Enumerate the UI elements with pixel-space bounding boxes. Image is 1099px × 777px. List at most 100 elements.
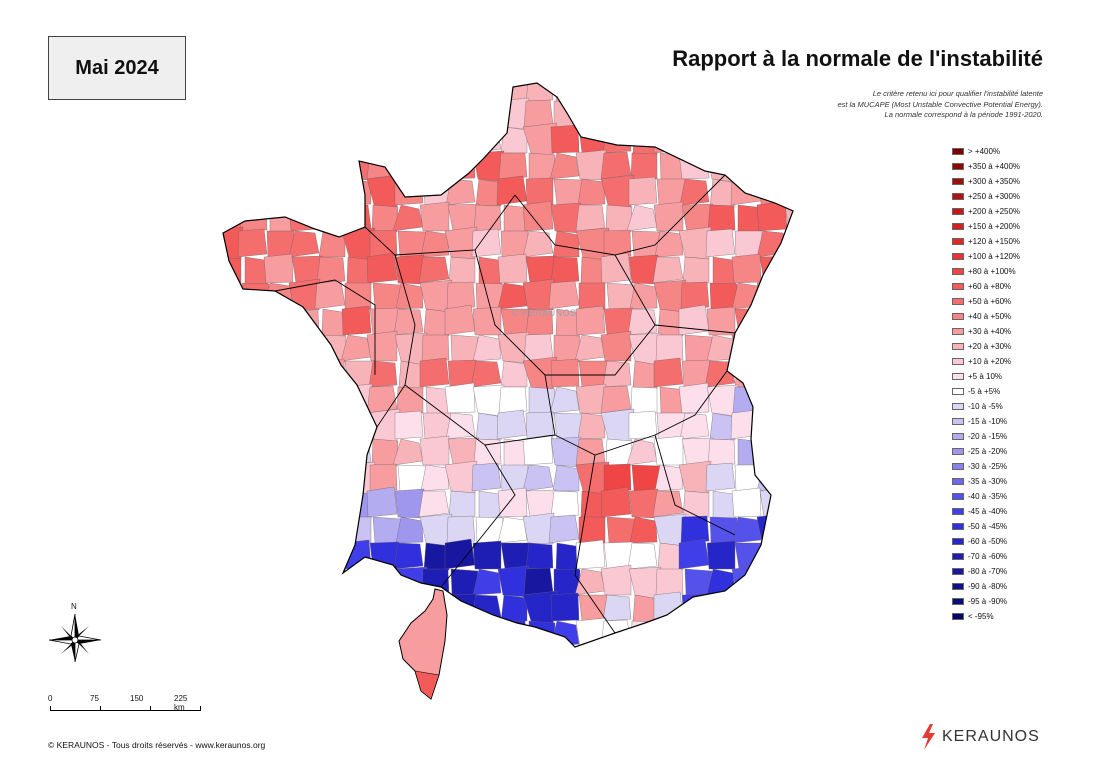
department-cell [783,386,793,414]
department-cell [759,83,788,102]
department-cell [734,594,762,622]
department-cell [420,464,450,492]
department-cell [655,334,684,362]
department-cell [471,228,502,258]
legend-swatch [952,178,964,185]
department-cell [421,334,450,362]
department-cell [783,620,793,647]
department-cell [223,382,242,414]
department-cell [319,646,350,647]
department-cell [366,330,398,362]
legend-swatch [952,493,964,500]
department-cell [423,83,451,103]
department-cell [263,487,294,518]
department-cell [706,83,736,102]
department-cell [340,568,372,596]
department-cell [523,669,553,699]
department-cell [472,334,502,362]
department-cell [263,565,296,598]
department-cell [759,542,788,570]
department-cell [319,178,350,210]
department-cell [343,412,372,440]
department-cell [223,359,243,389]
department-cell [629,282,658,310]
department-cell [288,590,324,626]
department-cell [789,308,793,339]
legend-swatch [952,208,964,215]
department-cell [759,489,791,521]
department-cell [238,100,268,128]
legend-label: -45 à -40% [968,507,1008,516]
legend-item: +300 à +350% [952,174,1020,189]
legend-swatch [952,568,964,575]
scale-tick [50,706,51,711]
department-cell [266,83,298,106]
department-cell [600,385,632,414]
legend-label: -80 à -70% [968,567,1008,576]
legend-label: +100 à +120% [968,252,1021,261]
department-cell [398,126,426,156]
department-cell [575,539,606,570]
department-cell [630,620,658,647]
department-cell [317,671,347,701]
department-cell [343,178,372,206]
department-cell [238,568,268,596]
department-cell [270,673,296,702]
department-cell [223,490,242,518]
department-cell [627,308,658,336]
legend-swatch [952,238,964,245]
mainland-outline [222,82,794,648]
department-cell [238,618,271,647]
department-cell [550,490,580,518]
legend-item: +50 à +60% [952,294,1020,309]
department-cell [266,542,298,574]
department-cell [575,204,606,232]
department-cell [734,360,762,388]
department-cell [444,382,476,414]
department-cell [291,83,320,102]
legend-item: -30 à -25% [952,459,1020,474]
department-cell [684,100,713,131]
department-cell [762,152,790,182]
department-cell [418,490,450,518]
legend-item: -35 à -30% [952,474,1020,489]
legend-item: -45 à -40% [952,504,1020,519]
department-cell [366,252,398,284]
department-cell [756,200,788,232]
department-cell [525,645,554,647]
legend-swatch [952,448,964,455]
brand-name: KERAUNOS [942,728,1040,745]
department-cell [627,83,658,102]
legend-item: +80 à +100% [952,264,1020,279]
department-cell [654,464,684,492]
department-cell [600,564,632,596]
legend-label: -20 à -15% [968,432,1008,441]
department-cell [291,411,320,440]
department-cell [264,620,294,647]
legend-label: -25 à -20% [968,447,1008,456]
department-cell [473,204,502,232]
department-cell [291,177,320,206]
department-cell [445,178,476,206]
department-cell [759,177,788,206]
department-cell [575,438,606,466]
department-cell [368,126,398,154]
department-cell [679,646,710,647]
department-cell [756,278,789,311]
note-line-1: Le critère retenu ici pour qualifier l'i… [872,89,1043,98]
department-cell [784,490,793,518]
department-cell [497,516,528,544]
legend-item: +250 à +300% [952,189,1020,204]
department-cell [316,202,348,234]
department-cell [223,538,242,570]
department-cell [682,490,710,518]
department-cell [497,282,528,310]
legend-item: +100 à +120% [952,249,1020,264]
department-cell [239,438,268,466]
department-cell [475,412,503,441]
department-cell [344,282,372,310]
department-cell [525,83,554,102]
legend-label: +20 à +30% [968,342,1012,351]
department-cell [395,282,424,310]
department-cell [291,489,323,521]
